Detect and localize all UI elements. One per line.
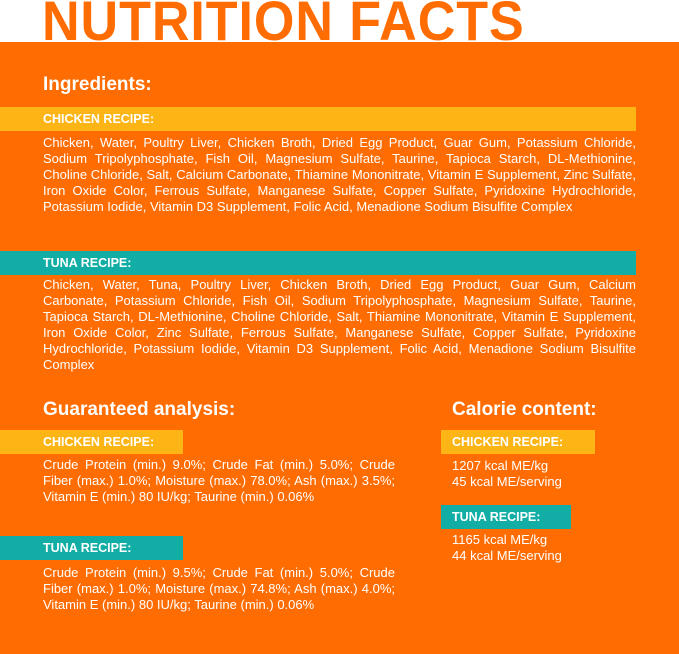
chicken-ingredients-text: Chicken, Water, Poultry Liver, Chicken B… bbox=[43, 135, 636, 214]
chicken-analysis-text: Crude Protein (min.) 9.0%; Crude Fat (mi… bbox=[43, 457, 395, 504]
chicken-calories-serving: 45 kcal ME/serving bbox=[452, 474, 562, 489]
tuna-ingredients-text: Chicken, Water, Tuna, Poultry Liver, Chi… bbox=[43, 277, 636, 372]
chicken-calories-label: CHICKEN RECIPE: bbox=[441, 430, 595, 454]
tuna-ingredients-label: TUNA RECIPE: bbox=[0, 251, 636, 275]
page-title: NUTRITION FACTS bbox=[42, 0, 525, 42]
tuna-analysis-text: Crude Protein (min.) 9.5%; Crude Fat (mi… bbox=[43, 565, 395, 612]
tuna-analysis-label: TUNA RECIPE: bbox=[0, 536, 183, 560]
tuna-calories-kg: 1165 kcal ME/kg bbox=[452, 532, 548, 547]
calories-heading: Calorie content: bbox=[452, 399, 597, 420]
chicken-ingredients-label: CHICKEN RECIPE: bbox=[0, 107, 636, 131]
analysis-heading: Guaranteed analysis: bbox=[43, 399, 236, 420]
tuna-calories-label: TUNA RECIPE: bbox=[441, 505, 571, 529]
title-band: NUTRITION FACTS bbox=[0, 0, 679, 42]
ingredients-heading: Ingredients: bbox=[43, 74, 152, 95]
tuna-calories-serving: 44 kcal ME/serving bbox=[452, 548, 562, 563]
chicken-analysis-label: CHICKEN RECIPE: bbox=[0, 430, 183, 454]
chicken-calories-kg: 1207 kcal ME/kg bbox=[452, 458, 549, 473]
